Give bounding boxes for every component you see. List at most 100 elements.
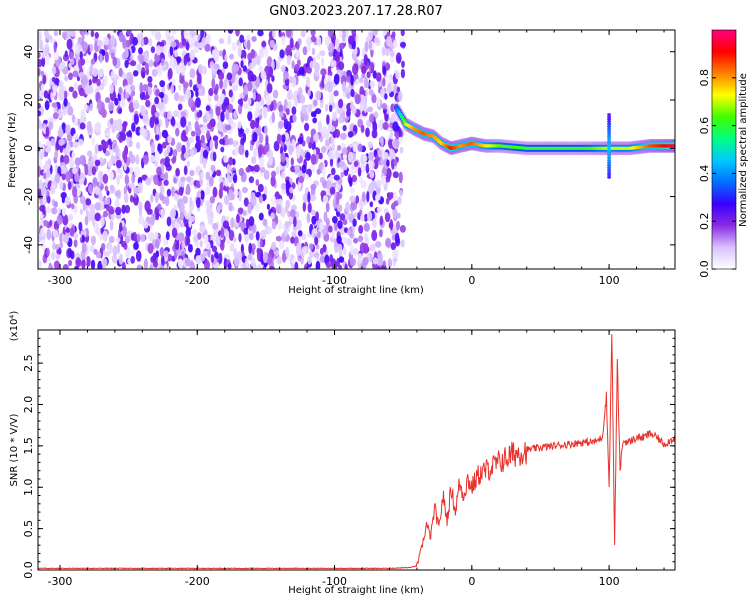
heatmap-noise-cell [176, 56, 182, 64]
heatmap-noise-cell [306, 136, 312, 145]
heatmap-noise-cell [269, 39, 275, 49]
heatmap-noise-cell [313, 133, 320, 143]
heatmap-noise-cell [77, 36, 83, 45]
heatmap-noise-cell [168, 36, 173, 42]
heatmap-ridge-core [399, 115, 404, 119]
heatmap-noise-cell [114, 74, 120, 81]
heatmap-noise-cell [242, 210, 247, 216]
heatmap-noise-cell [400, 239, 405, 248]
heatmap-noise-cell [150, 30, 157, 36]
heatmap-noise-cell [394, 232, 400, 244]
heatmap-noise-cell [44, 100, 50, 111]
heatmap-noise-cell [377, 119, 383, 130]
heatmap-noise-cell [142, 114, 148, 122]
heatmap-noise-cell [293, 216, 297, 228]
y-tick-label: 1.0 [22, 478, 35, 496]
heatmap-noise-cell [367, 141, 373, 149]
y-tick-label: -40 [22, 236, 35, 254]
heatmap-noise-cell [59, 145, 63, 153]
heatmap-noise-cell [321, 57, 325, 67]
heatmap-noise-cell [242, 132, 247, 143]
heatmap-noise-cell [122, 225, 127, 238]
heatmap-noise-cell [384, 113, 389, 122]
heatmap-noise-cell [337, 106, 343, 115]
heatmap-noise-cell [271, 221, 277, 230]
heatmap-noise-cell [68, 72, 73, 81]
heatmap-noise-cell [102, 141, 109, 149]
heatmap-noise-cell [257, 30, 264, 37]
heatmap-noise-cell [138, 53, 145, 64]
heatmap-noise-cell [300, 233, 307, 240]
heatmap-noise-cell [389, 130, 393, 140]
heatmap-noise-cell [357, 167, 362, 177]
heatmap-noise-cell [73, 133, 79, 141]
heatmap-noise-cell [172, 149, 177, 157]
heatmap-noise-cell [352, 218, 357, 227]
heatmap-noise-cell [284, 221, 289, 230]
heatmap-noise-cell [328, 42, 335, 53]
heatmap-noise-cell [304, 122, 310, 132]
heatmap-noise-cell [157, 203, 162, 210]
heatmap-spike-cell [607, 122, 612, 126]
heatmap-noise-cell [321, 146, 327, 154]
heatmap-noise-cell [179, 221, 185, 228]
heatmap-noise-cell [223, 79, 228, 90]
heatmap-noise-cell [382, 65, 387, 76]
heatmap-noise-cell [322, 166, 326, 178]
heatmap-noise-cell [256, 250, 261, 262]
heatmap-noise-cell [92, 77, 97, 84]
heatmap-noise-cell [350, 88, 355, 98]
heatmap-noise-cell [379, 215, 384, 226]
heatmap-noise-cell [289, 186, 294, 194]
heatmap-noise-cell [319, 222, 324, 230]
heatmap-noise-cell [398, 90, 403, 102]
heatmap-noise-cell [195, 255, 202, 265]
heatmap-noise-cell [74, 171, 80, 183]
heatmap-noise-cell [396, 220, 400, 231]
heatmap-noise-cell [38, 68, 41, 77]
heatmap-noise-cell [196, 111, 201, 118]
heatmap-noise-cell [178, 186, 184, 196]
heatmap-noise-cell [385, 47, 390, 57]
heatmap-spike-cell [607, 146, 612, 150]
heatmap-noise-cell [135, 154, 140, 165]
heatmap-ridge-core [672, 144, 675, 148]
heatmap-noise-cell [65, 124, 71, 135]
heatmap-noise-cell [326, 217, 330, 229]
heatmap-noise-cell [216, 99, 222, 107]
heatmap-noise-cell [251, 257, 256, 269]
heatmap-noise-cell [223, 155, 229, 163]
heatmap-noise-cell [218, 188, 223, 199]
heatmap-noise-cell [94, 32, 100, 39]
heatmap-noise-cell [220, 146, 225, 153]
heatmap-noise-cell [109, 117, 114, 125]
heatmap-noise-cell [365, 89, 369, 97]
heatmap-ridge-core [402, 120, 407, 124]
heatmap-noise-cell [258, 212, 264, 221]
heatmap-noise-cell [69, 51, 74, 60]
heatmap-noise-cell [43, 172, 47, 180]
heatmap-noise-cell [336, 204, 343, 213]
y-tick-label: 0.5 [22, 520, 35, 538]
heatmap-noise-cell [240, 49, 247, 60]
heatmap-noise-cell [359, 77, 364, 84]
heatmap-noise-cell [327, 123, 332, 133]
heatmap-noise-cell [119, 169, 123, 180]
heatmap-noise-cell [307, 89, 311, 97]
heatmap-noise-cell [183, 30, 189, 40]
heatmap-noise-cell [253, 148, 258, 158]
heatmap-noise-cell [195, 167, 201, 174]
heatmap-noise-cell [370, 62, 375, 73]
heatmap-noise-cell [46, 195, 51, 204]
heatmap-noise-cell [224, 54, 228, 62]
heatmap-noise-cell [348, 35, 354, 45]
heatmap-noise-cell [89, 103, 93, 112]
heatmap-noise-cell [66, 30, 71, 38]
heatmap-noise-cell [266, 56, 273, 68]
heatmap-noise-cell [65, 143, 71, 155]
heatmap-noise-cell [376, 206, 383, 214]
heatmap-noise-cell [259, 166, 266, 173]
heatmap-noise-cell [283, 144, 287, 153]
heatmap-noise-cell [353, 247, 359, 256]
heatmap-noise-cell [147, 76, 153, 83]
